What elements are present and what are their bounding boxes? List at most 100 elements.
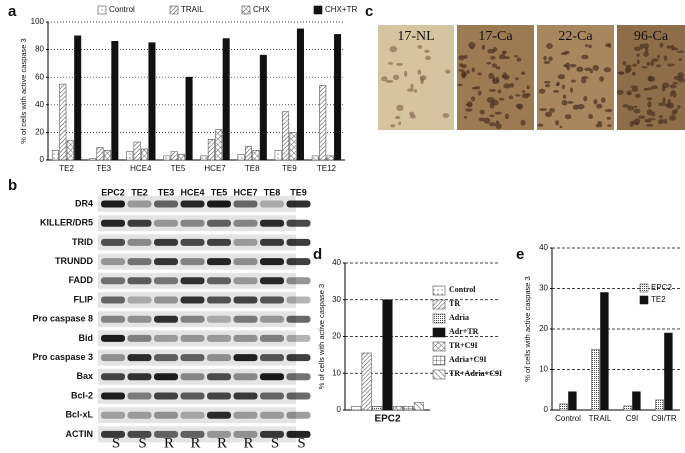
- x-tick-label: Control: [555, 414, 581, 423]
- nucleus: [625, 64, 632, 68]
- nucleus: [466, 69, 470, 74]
- nucleus: [495, 120, 500, 125]
- nucleus: [481, 44, 486, 50]
- legend-label: TR: [449, 299, 460, 308]
- tissue-image: [378, 25, 454, 130]
- bar: [96, 147, 104, 161]
- nucleus: [677, 72, 684, 79]
- image-label: 17-Ca: [478, 29, 513, 44]
- nucleus: [477, 90, 482, 96]
- blot-band: [233, 296, 258, 304]
- nucleus: [487, 48, 496, 54]
- nucleus: [420, 77, 424, 85]
- nucleus: [669, 115, 677, 121]
- row-label: TRID: [72, 237, 93, 247]
- nucleus: [514, 55, 519, 58]
- nucleus: [643, 87, 648, 91]
- blot-band: [207, 200, 231, 208]
- nucleus: [499, 54, 506, 60]
- row-label: KILLER/DR5: [40, 218, 93, 228]
- nucleus: [581, 54, 589, 60]
- nucleus: [596, 103, 603, 109]
- bar: [148, 42, 156, 161]
- row-label: ACTIN: [66, 429, 94, 439]
- nucleus: [479, 109, 485, 115]
- bar: [591, 348, 600, 411]
- nucleus: [555, 83, 560, 87]
- blot-band: [154, 258, 178, 266]
- y-tick-label: 60: [35, 72, 44, 81]
- row-label: Pro caspase 8: [32, 314, 93, 324]
- blot-band: [101, 219, 125, 227]
- y-tick-label: 0: [40, 155, 45, 164]
- bar: [600, 292, 609, 411]
- blot-band: [180, 258, 205, 266]
- blot-band: [233, 219, 258, 227]
- nucleus: [516, 57, 522, 62]
- y-tick-label: 100: [31, 17, 45, 26]
- blot-band: [260, 334, 284, 342]
- blot-band: [180, 430, 205, 438]
- legend-label: TR+Adria+C9I: [449, 369, 502, 378]
- nucleus: [471, 67, 475, 73]
- nucleus: [646, 109, 653, 116]
- nucleus: [655, 64, 662, 68]
- nucleus: [561, 99, 568, 106]
- bar: [351, 406, 362, 411]
- blot-band: [180, 315, 205, 323]
- nucleus: [632, 63, 637, 67]
- y-axis-label: % of cells with active caspase 3: [317, 284, 326, 389]
- bar: [237, 154, 245, 161]
- nucleus: [638, 115, 646, 119]
- nucleus: [494, 111, 502, 115]
- blot-band: [260, 258, 284, 266]
- nucleus: [463, 115, 468, 119]
- nucleus: [563, 64, 568, 68]
- nucleus: [581, 76, 589, 79]
- bar: [274, 150, 282, 161]
- nucleus: [636, 53, 640, 57]
- nucleus: [517, 103, 524, 110]
- nucleus: [658, 119, 662, 125]
- nucleus: [486, 62, 492, 65]
- nucleus: [603, 67, 612, 73]
- nucleus: [417, 45, 423, 49]
- blot-strip: [98, 215, 296, 232]
- nucleus: [461, 70, 466, 78]
- blot-band: [154, 373, 178, 381]
- x-tick-label: TE3: [96, 164, 111, 173]
- lane-label: TE5: [211, 187, 228, 197]
- nucleus: [543, 60, 551, 64]
- row-label: Bax: [76, 371, 93, 381]
- nucleus: [662, 97, 666, 104]
- nucleus: [502, 51, 506, 55]
- lane-label: TE2: [131, 187, 148, 197]
- nucleus: [658, 102, 666, 107]
- y-tick-label: 30: [332, 295, 341, 304]
- bar: [655, 399, 664, 411]
- nucleus: [526, 85, 530, 90]
- blot-band: [127, 411, 152, 419]
- blot-band: [233, 277, 258, 285]
- nucleus: [647, 117, 656, 121]
- blot-band: [180, 277, 205, 285]
- nucleus: [410, 83, 414, 90]
- bar: [568, 391, 577, 411]
- legend-swatch: [241, 5, 251, 15]
- nucleus: [593, 99, 598, 105]
- nucleus: [622, 104, 629, 108]
- blot-band: [260, 238, 284, 246]
- nucleus: [525, 93, 531, 97]
- nucleus: [417, 69, 422, 75]
- nucleus: [543, 80, 551, 84]
- row-label: DR4: [75, 198, 93, 208]
- nucleus: [548, 56, 553, 61]
- y-axis-label: % of cells with active caspase 3: [19, 38, 28, 143]
- bar: [66, 140, 74, 161]
- panel-letter: d: [313, 246, 322, 263]
- sensitivity-label: R: [243, 435, 253, 451]
- blot-band: [127, 200, 152, 208]
- y-tick-label: 20: [35, 128, 44, 137]
- blot-band: [101, 373, 125, 381]
- bar: [74, 35, 82, 161]
